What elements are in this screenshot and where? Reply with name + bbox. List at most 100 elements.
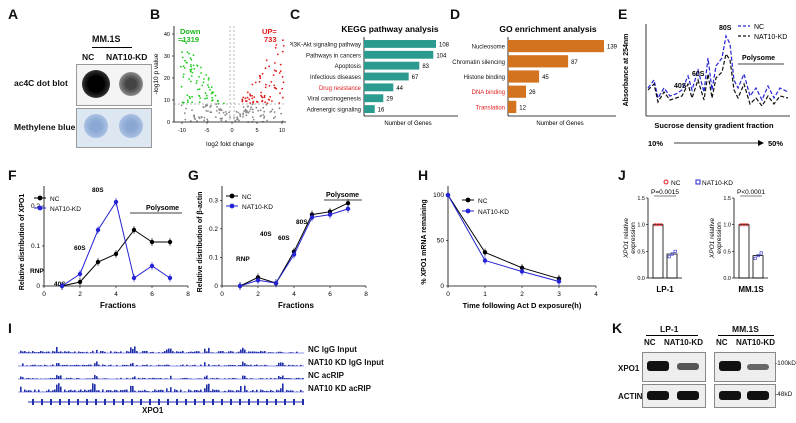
h-point — [482, 258, 488, 263]
track-bar — [180, 378, 182, 379]
track-bar — [204, 388, 206, 392]
volcano-point — [210, 111, 213, 114]
volcano-point — [251, 116, 254, 118]
volcano-point — [196, 80, 198, 82]
track-bar — [168, 364, 170, 366]
volcano-point — [200, 72, 202, 74]
track-bar — [148, 391, 150, 392]
panel-c-kegg: KEGG pathway analysis PI3K-Akt signaling… — [290, 24, 458, 127]
volcano-point — [206, 104, 209, 107]
volcano-point — [199, 97, 202, 99]
track-bar — [110, 390, 112, 392]
j-legend-kd: NAT10-KD — [702, 180, 733, 187]
track-bar — [212, 365, 214, 366]
track-bar — [218, 390, 220, 392]
kegg-value-label: 44 — [396, 86, 403, 92]
track-bar — [164, 378, 166, 379]
track-bar — [224, 365, 226, 366]
panel-label-b: B — [150, 6, 161, 22]
track-bar — [300, 364, 302, 366]
track-bar — [144, 351, 146, 353]
gene-exon — [221, 399, 223, 405]
volcano-point — [239, 114, 242, 116]
track-bar — [120, 389, 122, 392]
track-bar — [28, 351, 30, 353]
ac4c-dot-kd — [119, 72, 143, 96]
k-marker-48: -48kD — [775, 391, 793, 398]
volcano-point — [206, 118, 209, 121]
gene-exon — [176, 399, 178, 405]
track-bar — [200, 378, 202, 379]
track-bar — [296, 351, 298, 353]
track-bar — [172, 351, 174, 353]
volcano-point — [196, 88, 199, 91]
volcano-point — [277, 53, 279, 56]
volcano-point — [263, 96, 266, 99]
track-bar — [212, 389, 214, 392]
track-bar — [196, 389, 198, 392]
track-bar — [114, 389, 116, 392]
g-xtick-label: 0 — [220, 291, 224, 298]
track-bar — [210, 390, 212, 392]
track-bar — [238, 365, 240, 366]
volcano-point — [264, 67, 267, 70]
f-xtick-label: 4 — [114, 291, 118, 298]
track-bar — [60, 351, 62, 353]
track-bar — [260, 350, 262, 353]
g-xlabel: Fractions — [278, 301, 315, 310]
track-bar — [212, 378, 214, 379]
track-bar — [228, 351, 230, 353]
volcano-point — [218, 108, 220, 110]
track-bar — [78, 390, 80, 392]
track-bar — [110, 364, 112, 366]
track-bar — [58, 375, 60, 379]
track-bar — [144, 377, 146, 379]
volcano-point — [194, 118, 197, 121]
volcano-point — [242, 116, 244, 118]
volcano-point — [193, 116, 196, 119]
volcano-point — [189, 57, 192, 60]
volcano-point — [273, 69, 276, 72]
f-ytick-label: 0 — [36, 283, 40, 290]
track-bar — [130, 385, 132, 392]
h-line-nc — [447, 194, 560, 280]
j-point — [653, 223, 657, 227]
k-blot-lp1-xpo1 — [642, 352, 706, 382]
track-bar — [78, 365, 80, 366]
track-bar — [152, 391, 154, 392]
track-bar — [200, 364, 202, 366]
f-point — [149, 239, 155, 245]
volcano-point — [196, 120, 198, 122]
profile-ylabel: Absorbance at 254nm — [623, 34, 630, 107]
track-bar — [274, 378, 276, 379]
track-bar — [54, 389, 56, 392]
volcano-point — [263, 94, 266, 97]
g-point — [255, 278, 261, 283]
volcano-point — [191, 95, 193, 98]
volcano-point — [181, 56, 184, 59]
j-ytick-label: 0.0 — [723, 276, 731, 282]
methylene-dot-kd — [119, 114, 143, 138]
track-bar — [134, 390, 136, 392]
track-bar — [254, 391, 256, 392]
track-bar — [100, 351, 102, 353]
track-bar — [46, 390, 48, 392]
track-bar — [70, 377, 72, 379]
tracks-area — [18, 346, 304, 405]
volcano-point — [253, 96, 256, 98]
kegg-bar — [364, 40, 436, 48]
volcano-point — [217, 100, 219, 103]
volcano-point — [190, 64, 192, 66]
volcano-point — [242, 106, 245, 108]
k-mm1s-nc: NC — [716, 338, 728, 347]
track-bar — [80, 389, 82, 392]
volcano-point — [251, 103, 254, 106]
track-bar — [98, 378, 100, 379]
g-line-kd — [239, 208, 349, 287]
volcano-point — [229, 116, 231, 118]
volcano-point — [281, 50, 284, 53]
track-bar — [238, 390, 240, 392]
track-bar — [56, 346, 58, 353]
volcano-point — [252, 111, 254, 114]
track-bar — [38, 351, 40, 353]
